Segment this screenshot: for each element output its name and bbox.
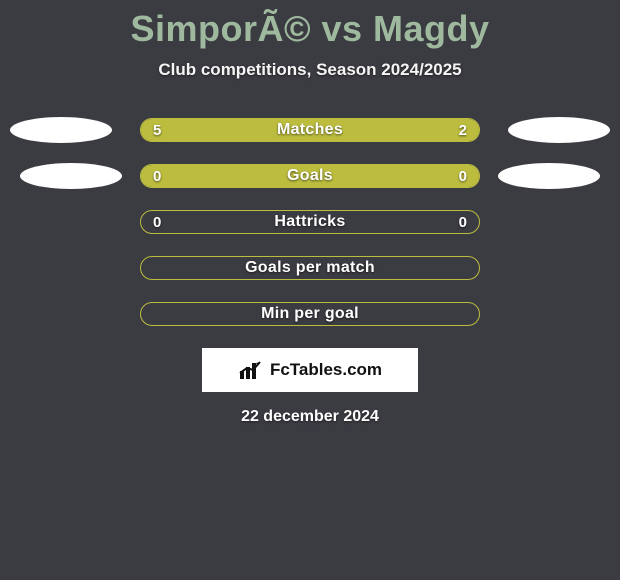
- bars-icon: [238, 359, 264, 381]
- stat-bar: 0 0 Goals: [140, 164, 480, 188]
- date-label: 22 december 2024: [0, 408, 620, 426]
- stat-bar: 0 0 Hattricks: [140, 210, 480, 234]
- stat-value-left: 0: [153, 214, 161, 231]
- stat-bar: Min per goal: [140, 302, 480, 326]
- stat-value-left: 5: [153, 122, 161, 139]
- avatar-placeholder-right: [508, 117, 610, 143]
- stat-bar: Goals per match: [140, 256, 480, 280]
- stat-row: Goals per match: [0, 256, 620, 280]
- stat-label: Hattricks: [274, 213, 345, 231]
- stat-value-right: 0: [459, 214, 467, 231]
- brand-logo-text: FcTables.com: [270, 360, 382, 380]
- page-title: SimporÃ© vs Magdy: [0, 0, 620, 50]
- avatar-placeholder-left: [10, 117, 112, 143]
- stat-label: Min per goal: [261, 305, 359, 323]
- brand-logo-box: FcTables.com: [202, 348, 418, 392]
- stat-row: 0 0 Hattricks: [0, 210, 620, 234]
- stat-value-left: 0: [153, 168, 161, 185]
- stat-label: Matches: [277, 121, 343, 139]
- avatar-placeholder-left: [20, 163, 122, 189]
- stat-label: Goals per match: [245, 259, 375, 277]
- stat-rows-container: 5 2 Matches 0 0 Goals 0 0 Hattricks Goals per mat…: [0, 118, 620, 326]
- stat-value-right: 2: [459, 122, 467, 139]
- page-subtitle: Club competitions, Season 2024/2025: [0, 60, 620, 80]
- avatar-placeholder-right: [498, 163, 600, 189]
- stat-row: 0 0 Goals: [0, 164, 620, 188]
- stat-row: 5 2 Matches: [0, 118, 620, 142]
- stat-label: Goals: [287, 167, 333, 185]
- stat-bar: 5 2 Matches: [140, 118, 480, 142]
- stat-row: Min per goal: [0, 302, 620, 326]
- stat-value-right: 0: [459, 168, 467, 185]
